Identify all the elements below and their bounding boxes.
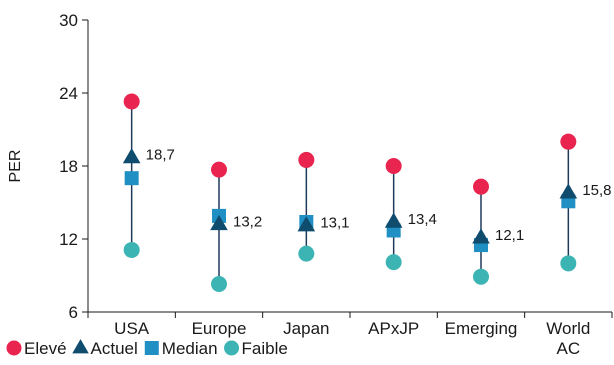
faible-point [473, 268, 489, 285]
faible-point [298, 245, 315, 262]
x-tick-label: World [546, 319, 590, 338]
y-axis-label: PER [7, 150, 24, 183]
faible-point [560, 255, 577, 272]
x-tick-label: AC [557, 339, 581, 358]
actuel-point [559, 183, 578, 199]
eleve-point [123, 93, 140, 110]
actuel-data-label: 13,2 [233, 213, 262, 230]
y-tick-label: 18 [59, 157, 78, 176]
legend-eleve-marker [6, 340, 22, 356]
legend-median-label: Median [162, 339, 218, 358]
x-tick-label: Emerging [445, 319, 518, 338]
y-tick-label: 6 [69, 303, 78, 322]
actuel-point [210, 214, 228, 231]
faible-point [211, 276, 227, 293]
actuel-point [384, 212, 403, 228]
legend-faible-marker [224, 340, 240, 356]
actuel-data-label: 13,1 [320, 215, 349, 232]
eleve-point [473, 178, 489, 195]
legend-median-marker [144, 341, 159, 355]
median-point [124, 171, 139, 186]
legend-actuel-marker [72, 339, 89, 354]
eleve-point [385, 158, 402, 174]
y-tick-label: 30 [59, 11, 78, 30]
faible-point [385, 254, 402, 271]
actuel-point [297, 216, 316, 232]
actuel-data-label: 12,1 [495, 227, 524, 244]
actuel-data-label: 13,4 [408, 211, 437, 228]
eleve-point [211, 161, 227, 178]
eleve-point [560, 133, 577, 150]
x-tick-label: Europe [192, 319, 247, 338]
legend-faible-label: Faible [242, 339, 288, 358]
actuel-data-label: 18,7 [146, 146, 175, 163]
y-tick-label: 12 [59, 230, 78, 249]
actuel-point [472, 228, 490, 244]
eleve-point [298, 151, 315, 168]
x-tick-label: USA [114, 319, 150, 338]
x-tick-label: APxJP [368, 319, 419, 338]
faible-point [123, 241, 140, 258]
actuel-data-label: 15,8 [582, 182, 611, 199]
y-tick-label: 24 [59, 84, 78, 103]
legend-actuel-label: Actuel [91, 339, 138, 358]
x-tick-label: Japan [283, 319, 329, 338]
actuel-point [122, 148, 141, 164]
legend-eleve-label: Elevé [24, 339, 67, 358]
